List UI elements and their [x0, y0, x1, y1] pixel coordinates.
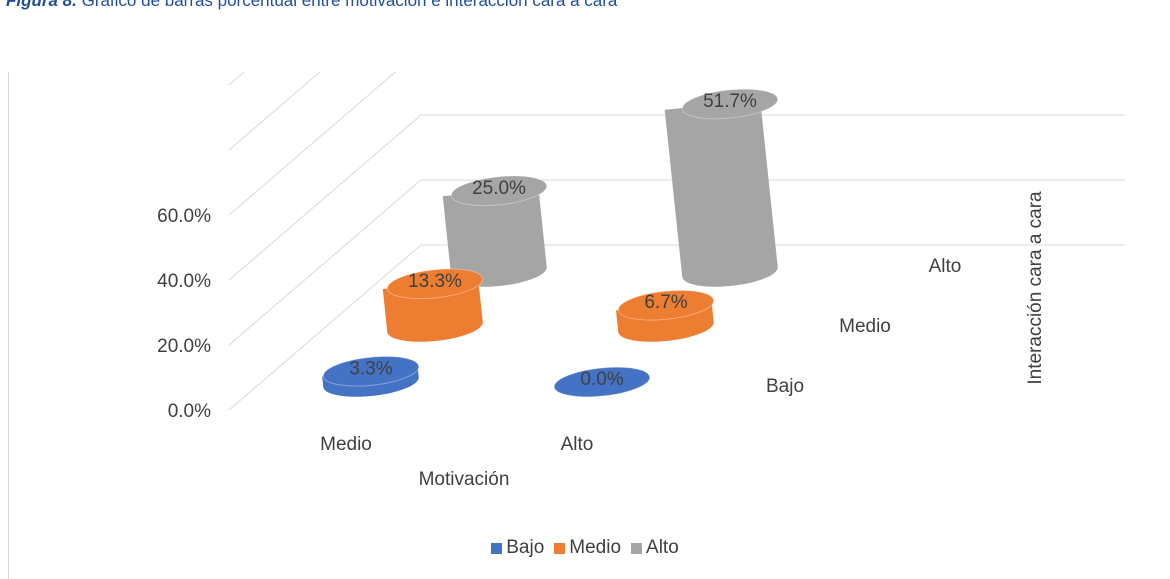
chart-area: 0.0% 20.0% 40.0% 60.0% 25.0% 51.7% 13.3% 6.7% 3.…	[8, 72, 1170, 579]
bar-alto-top	[450, 175, 548, 207]
y-tick-label: 0.0%	[168, 401, 211, 422]
bar-bajo-top	[553, 366, 651, 398]
data-label: 0.0%	[580, 369, 623, 390]
legend-item: Bajo	[491, 537, 544, 559]
data-label: 3.3%	[349, 358, 392, 379]
legend-item: Alto	[631, 537, 679, 559]
figure-caption-text: Gráfico de barras porcentual entre motiv…	[81, 0, 618, 10]
bar-alto-top	[681, 88, 779, 120]
gridline-diagonal	[228, 114, 422, 281]
data-label: 6.7%	[644, 292, 687, 313]
figure-caption: Figura 8. Gráfico de barras porcentual e…	[6, 0, 617, 11]
depth-tick-label: Bajo	[766, 376, 804, 397]
y-tick-label: 40.0%	[157, 271, 211, 292]
gridline-diagonal	[228, 72, 245, 86]
gridline-diagonal	[228, 244, 422, 411]
gridline-diagonal	[228, 72, 397, 216]
x-tick-label: Alto	[561, 434, 594, 455]
depth-axis-title: Interacción cara a cara	[1025, 191, 1046, 385]
legend-swatch	[554, 542, 566, 554]
legend: Bajo Medio Alto	[0, 537, 1170, 559]
depth-tick-label: Medio	[839, 316, 891, 337]
legend-label: Bajo	[506, 537, 545, 558]
legend-label: Alto	[646, 537, 679, 558]
data-label: 51.7%	[703, 91, 757, 112]
bar-medio-top	[386, 268, 484, 300]
bar-alto-side	[442, 186, 547, 287]
gridline-diagonal	[228, 179, 422, 346]
bar-medio-top	[617, 289, 715, 321]
legend-label: Medio	[569, 537, 622, 558]
data-label: 25.0%	[472, 178, 526, 199]
y-tick-label: 60.0%	[157, 206, 211, 227]
chart-svg: 0.0% 20.0% 40.0% 60.0% 25.0% 51.7% 13.3% 6.7% 3.…	[157, 72, 1125, 490]
gridline-diagonal	[228, 72, 321, 151]
legend-swatch	[491, 542, 503, 554]
data-label: 13.3%	[408, 271, 462, 292]
x-axis-title: Motivación	[419, 469, 510, 490]
depth-tick-label: Alto	[929, 256, 962, 277]
legend-item: Medio	[554, 537, 621, 559]
bar-bajo-top	[322, 355, 420, 387]
figure-caption-label: Figura 8.	[6, 0, 77, 10]
x-tick-label: Medio	[320, 434, 372, 455]
bar-alto-side	[664, 99, 778, 287]
y-tick-label: 20.0%	[157, 336, 211, 357]
legend-swatch	[631, 542, 643, 554]
